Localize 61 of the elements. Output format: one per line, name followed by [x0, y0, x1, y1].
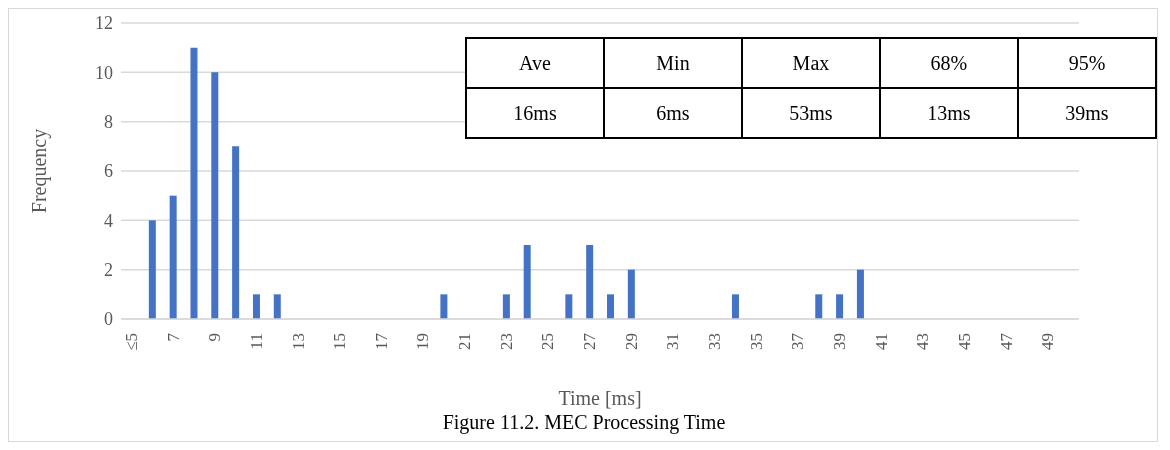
x-tick-label: 7: [163, 332, 183, 342]
annotation: 13ms: [879, 88, 1018, 138]
x-tick-label: 19: [413, 333, 433, 350]
annotation: 95%: [1017, 38, 1156, 88]
annotation: 53ms: [741, 88, 880, 138]
x-tick-label: 9: [205, 333, 225, 342]
x-tick-label: 15: [330, 333, 350, 350]
x-tick-label: 29: [621, 333, 641, 350]
bar: [836, 294, 844, 319]
bar: [232, 146, 240, 319]
x-tick-label: 31: [663, 333, 683, 350]
x-tick-label: 27: [580, 332, 600, 350]
y-axis-title: Frequency: [28, 128, 52, 214]
bar: [586, 245, 594, 319]
x-tick-label: 25: [538, 333, 558, 350]
x-tick-label: 35: [746, 333, 766, 350]
x-tick-label: 45: [954, 333, 974, 350]
x-tick-label: 43: [913, 333, 933, 350]
y-tick-label: 2: [104, 260, 113, 281]
bar: [211, 72, 219, 319]
bar: [627, 269, 635, 319]
annotation: 16ms: [466, 88, 605, 138]
bar: [815, 294, 823, 319]
x-tick-label: ≤5: [121, 333, 141, 351]
bar: [523, 245, 531, 319]
bar: [169, 195, 177, 319]
y-tick-label: 6: [104, 161, 113, 182]
annotation: Ave: [466, 38, 605, 88]
y-tick-label: 0: [104, 309, 113, 330]
caption: Figure 11.2. MEC Processing Time: [441, 411, 727, 434]
x-axis-title: Time [ms]: [558, 387, 642, 409]
bar: [190, 47, 198, 319]
bar: [565, 294, 573, 319]
annotation: Min: [604, 38, 742, 88]
x-tick-label: 39: [830, 333, 849, 350]
annotation: 39ms: [1017, 88, 1156, 138]
y-tick-label: 12: [95, 13, 113, 34]
x-tick-label: 23: [496, 333, 516, 350]
x-tick-label: 33: [705, 333, 725, 350]
x-tick-label: 37: [788, 332, 808, 350]
annotation: Max: [741, 38, 880, 88]
x-tick-label: 17: [371, 332, 391, 350]
y-tick-label: 10: [95, 62, 113, 83]
bar: [273, 294, 281, 319]
bar: [607, 294, 614, 319]
y-tick-label: 8: [104, 112, 113, 133]
x-tick-label: 47: [996, 332, 1016, 350]
bar: [856, 269, 864, 319]
bar: [440, 294, 448, 319]
bar: [731, 294, 739, 319]
x-tick-label: 41: [871, 333, 891, 350]
x-tick-label: 21: [455, 333, 475, 350]
bar: [502, 294, 510, 319]
x-tick-label: 11: [246, 333, 266, 350]
x-tick-label: 13: [288, 333, 308, 350]
y-tick-label: 4: [104, 210, 113, 231]
bar: [252, 294, 260, 319]
annotation: 68%: [879, 38, 1018, 88]
annotation: 6ms: [604, 88, 742, 138]
x-tick-label: 49: [1038, 333, 1058, 350]
bar: [148, 220, 156, 319]
